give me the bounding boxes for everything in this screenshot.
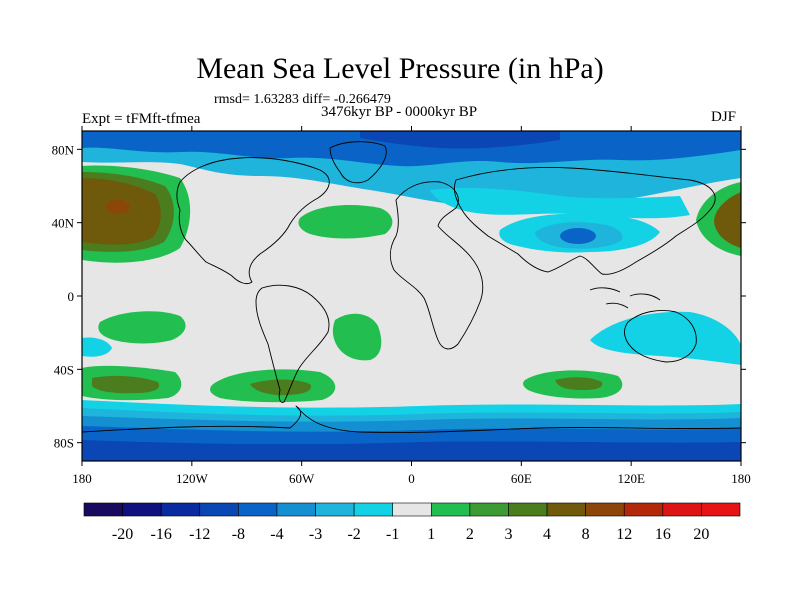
colorbar-label: 8 <box>582 526 590 543</box>
australia-coastline <box>624 310 697 363</box>
pressure-field <box>82 131 741 461</box>
australia-negative <box>590 311 741 365</box>
colorbar-label: 1 <box>427 526 435 543</box>
colorbar-label: 2 <box>466 526 474 543</box>
y-tick-label: 80N <box>52 142 75 157</box>
y-tick-label: 0 <box>68 289 75 304</box>
colorbar-swatch <box>353 502 394 517</box>
europe-africa-coastline <box>389 181 484 350</box>
colorbar-swatch <box>392 502 432 517</box>
colorbar-label: -12 <box>189 526 210 543</box>
west-pacific-high-core <box>714 192 741 248</box>
asia-coastline <box>453 167 716 275</box>
axis-ticks: 180 120W 60W 0 60E 120E 180 80N 40N 0 40S 80S <box>52 126 751 486</box>
colorbar-label: -4 <box>270 526 283 543</box>
x-tick-label: 180 <box>72 471 92 486</box>
antarctica-coastline <box>82 405 741 433</box>
colorbar: -20 -16 -12 -8 -4 -3 -2 -1 1 2 3 4 8 12 16 20 <box>83 502 741 543</box>
rmsd-diff-stats: rmsd= 1.63283 diff= -0.266479 <box>214 92 391 107</box>
southern-ocean-positive-3-core <box>555 377 603 390</box>
colorbar-swatch <box>469 502 509 517</box>
experiment-label: Expt = tFMft-tfmea <box>82 111 201 127</box>
indonesia-coastline <box>589 287 661 309</box>
x-tick-label: 180 <box>731 471 751 486</box>
southern-ocean-positive-1-core <box>92 375 160 394</box>
colorbar-label: -8 <box>232 526 245 543</box>
y-tick-label: 40N <box>52 216 75 231</box>
colorbar-label: -20 <box>112 526 133 543</box>
colorbar-label: 12 <box>616 526 632 543</box>
x-tick-label: 60E <box>511 471 532 486</box>
north-atlantic-positive <box>298 205 393 239</box>
colorbar-swatch <box>276 502 316 517</box>
south-atlantic-positive <box>332 313 382 361</box>
y-tick-label: 80S <box>54 436 74 451</box>
coastlines <box>82 141 741 433</box>
colorbar-swatch <box>585 502 625 517</box>
x-tick-label: 120W <box>176 471 209 486</box>
asia-low-core <box>560 228 596 244</box>
south-pacific-cyan-patch <box>82 337 112 357</box>
colorbar-label: -3 <box>309 526 322 543</box>
arctic-blue-core <box>82 131 741 167</box>
arctic-cyan-patch <box>430 187 690 219</box>
southern-ocean-positive-2-core <box>250 379 312 396</box>
colorbar-swatch <box>199 502 239 517</box>
colorbar-swatch <box>508 502 548 517</box>
colorbar-label: 20 <box>693 526 709 543</box>
colorbar-swatch <box>623 502 664 517</box>
colorbar-label: -1 <box>386 526 399 543</box>
colorbar-swatch <box>546 502 586 517</box>
southeast-pacific-positive <box>98 311 186 344</box>
map-title: Mean Sea Level Pressure (in hPa) <box>196 52 604 85</box>
colorbar-label: -16 <box>151 526 172 543</box>
x-tick-label: 0 <box>408 471 415 486</box>
arctic-deep-core <box>360 131 560 149</box>
colorbar-swatch <box>122 502 162 517</box>
north-pacific-high-peak <box>106 200 130 214</box>
greenland-coastline <box>329 141 387 184</box>
south-america-coastline <box>255 284 330 403</box>
colorbar-swatch <box>662 502 702 517</box>
time-period-label: 3476kyr BP - 0000kyr BP <box>321 104 478 120</box>
y-tick-label: 40S <box>54 362 74 377</box>
x-tick-label: 60W <box>289 471 315 486</box>
colorbar-swatch <box>238 502 278 517</box>
colorbar-swatch <box>701 502 741 517</box>
colorbar-swatch <box>83 502 123 517</box>
colorbar-label: 3 <box>504 526 512 543</box>
colorbar-label: 4 <box>543 526 551 543</box>
colorbar-swatch <box>315 502 355 517</box>
colorbar-label: -2 <box>347 526 360 543</box>
colorbar-swatch <box>430 502 471 517</box>
colorbar-label: 16 <box>655 526 671 543</box>
x-tick-label: 120E <box>617 471 645 486</box>
north-america-coastline <box>176 157 330 285</box>
antarctic-band-core <box>82 440 741 461</box>
season-label: DJF <box>711 109 737 125</box>
colorbar-swatch <box>160 502 201 517</box>
